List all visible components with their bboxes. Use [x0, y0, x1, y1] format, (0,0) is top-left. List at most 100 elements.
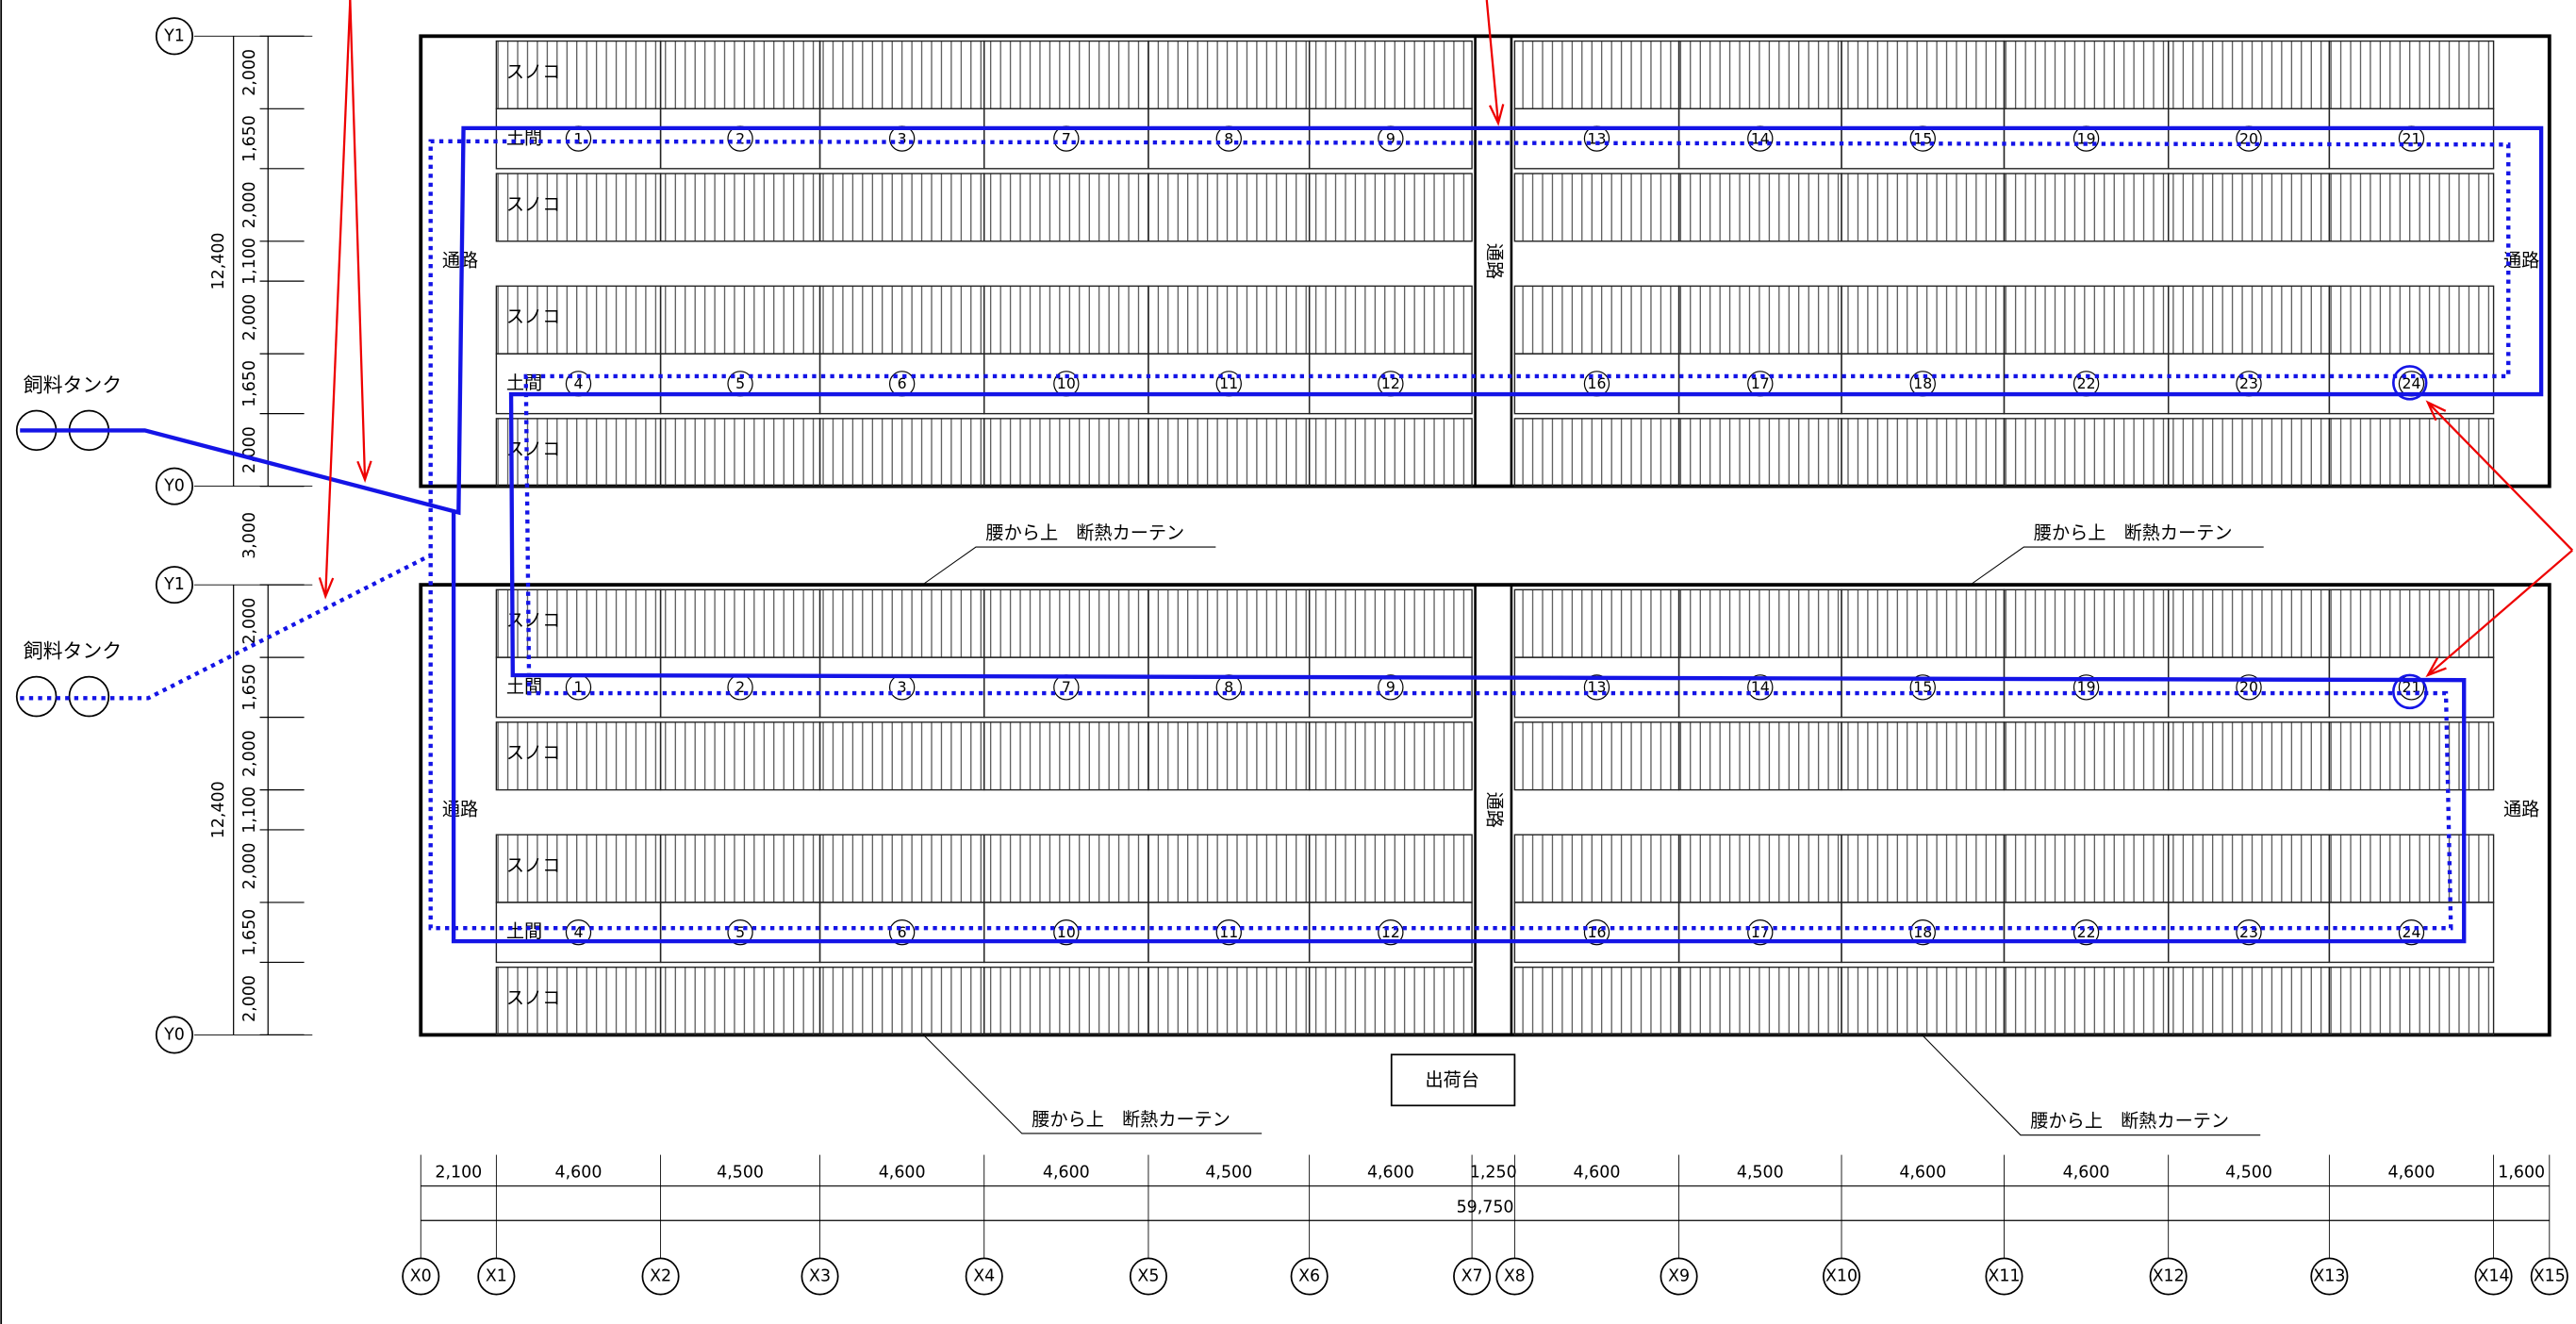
floor-pen — [1308, 108, 1473, 170]
label: Y0 — [163, 477, 185, 496]
label: 10 — [1057, 374, 1076, 392]
slat-pen — [2003, 40, 2170, 110]
slat-pen — [983, 588, 1149, 658]
arrow — [2427, 401, 2574, 552]
label: X0 — [410, 1266, 432, 1285]
label: 1 — [573, 129, 583, 147]
slat-pen — [659, 285, 821, 355]
pen-marker — [565, 919, 592, 946]
leader — [919, 546, 1216, 588]
pen-marker — [2398, 919, 2425, 946]
label: X10 — [1825, 1266, 1858, 1285]
label: 8 — [1224, 129, 1233, 147]
label: X2 — [650, 1266, 671, 1285]
slat-pen — [495, 418, 662, 488]
slat-pen — [818, 285, 985, 355]
grid-bubble — [1660, 1257, 1698, 1296]
slat-pen — [1513, 834, 1680, 903]
label: Y0 — [163, 1025, 185, 1044]
label: 19 — [2077, 129, 2096, 147]
slat-pen — [2003, 966, 2170, 1036]
label: 6 — [898, 374, 907, 392]
label: 16 — [1588, 374, 1607, 392]
label: 12 — [1381, 374, 1400, 392]
slat-pen — [2003, 285, 2170, 355]
slat-pen — [1308, 418, 1473, 488]
slat-pen — [2328, 40, 2495, 110]
slat-pen — [1308, 721, 1473, 791]
label: 4,600 — [879, 1164, 926, 1183]
slat-pen — [2167, 588, 2331, 658]
label: スノコ — [506, 193, 560, 215]
grid-bubble — [1495, 1257, 1534, 1296]
slat-pen — [495, 173, 662, 242]
label: 22 — [2077, 374, 2096, 392]
label: 12 — [1381, 923, 1400, 941]
feed-line-dotted — [20, 139, 2511, 931]
arrow — [324, 0, 352, 597]
slat-pen — [818, 40, 985, 110]
label: スノコ — [506, 60, 560, 82]
label: 通路 — [1483, 792, 1505, 828]
slat-pen — [983, 418, 1149, 488]
label: 1,250 — [1470, 1164, 1517, 1183]
slat-pen — [2167, 721, 2331, 791]
slat-pen — [2003, 418, 2170, 488]
floor-pen — [2328, 902, 2495, 964]
label: 腰から上 断熱カーテン — [2030, 1110, 2229, 1132]
slat-pen — [983, 834, 1149, 903]
slat-pen — [818, 834, 985, 903]
slat-pen — [818, 721, 985, 791]
label: X11 — [1988, 1266, 2020, 1285]
slat-pen — [1513, 40, 1680, 110]
label: 12,400 — [209, 233, 228, 290]
slat-pen — [983, 40, 1149, 110]
label: 飼料タンク — [24, 373, 122, 396]
slat-pen — [1841, 418, 2006, 488]
label: 2,100 — [435, 1164, 482, 1183]
slat-pen — [2003, 588, 2170, 658]
slat-pen — [983, 966, 1149, 1036]
slat-pen — [2167, 418, 2331, 488]
slat-pen — [2328, 418, 2495, 488]
grid-bubble — [2474, 1257, 2513, 1296]
grid-bubble — [1985, 1257, 2023, 1296]
slat-pen — [2328, 285, 2495, 355]
slat-pen — [2003, 834, 2170, 903]
slat-pen — [1308, 40, 1473, 110]
label: 3 — [898, 678, 907, 696]
pen-marker — [1378, 674, 1404, 701]
label: 13 — [1588, 678, 1607, 696]
label: X1 — [486, 1266, 507, 1285]
label: Y1 — [163, 575, 185, 594]
label: 4,600 — [1043, 1164, 1090, 1183]
label: 1,650 — [240, 664, 259, 711]
label: 4,500 — [717, 1164, 764, 1183]
label: スノコ — [506, 609, 560, 631]
label: 2 — [735, 678, 745, 696]
label: 24 — [2403, 923, 2421, 941]
label: 12,400 — [209, 781, 228, 838]
label: 14 — [1751, 129, 1770, 147]
label: 2,000 — [240, 426, 259, 473]
slat-pen — [2003, 173, 2170, 242]
label: スノコ — [506, 439, 560, 460]
label: 9 — [1386, 678, 1395, 696]
slat-pen — [1148, 173, 1311, 242]
label: 2,000 — [240, 598, 259, 645]
label: 通路 — [2503, 249, 2539, 271]
label: 1,650 — [240, 115, 259, 162]
slat-pen — [659, 966, 821, 1036]
slat-pen — [1841, 588, 2006, 658]
grid-bubble — [2310, 1257, 2349, 1296]
slat-pen — [2167, 40, 2331, 110]
label: 4,500 — [2225, 1164, 2272, 1183]
slat-pen — [1308, 285, 1473, 355]
slat-pen — [983, 285, 1149, 355]
slat-pen — [659, 40, 821, 110]
slat-pen — [1677, 588, 1842, 658]
slat-pen — [983, 173, 1149, 242]
slat-pen — [1841, 40, 2006, 110]
label: 11 — [1219, 374, 1238, 392]
